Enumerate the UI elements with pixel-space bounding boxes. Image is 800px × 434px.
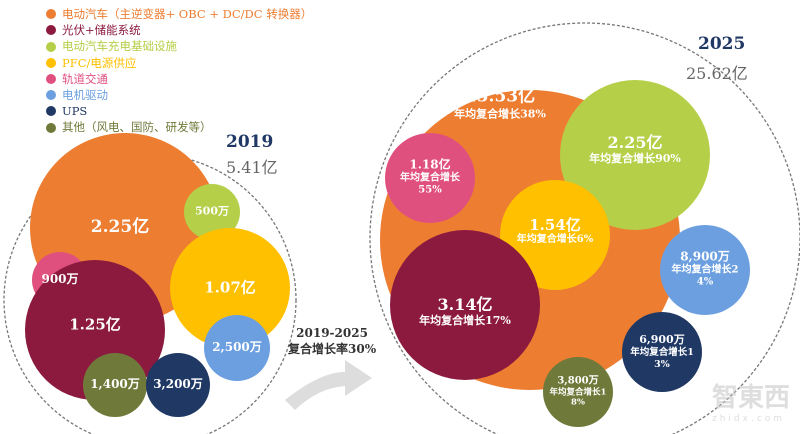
legend-item: 电动汽车充电基础设施: [46, 38, 312, 54]
growth-rate: 复合增长率30%: [288, 342, 377, 356]
bubble-value-label: 2.25亿: [607, 132, 663, 152]
legend: 电动汽车（主逆变器+ OBC + DC/DC 转换器） 光伏+储能系统 电动汽车充电…: [46, 6, 312, 136]
bubble-label: 8,900万 年均复合增长24%: [670, 249, 740, 290]
bubble: [622, 312, 702, 392]
bubble-value-label: 8,900万: [680, 249, 730, 264]
legend-dot: [46, 122, 56, 133]
legend-item: 电动汽车（主逆变器+ OBC + DC/DC 转换器）: [46, 6, 312, 22]
bubble: [543, 357, 613, 427]
legend-dot: [46, 90, 56, 101]
growth-period: 2019-2025: [296, 326, 368, 340]
bubble-value-label: 6,900万: [639, 332, 685, 346]
legend-item: UPS: [46, 103, 312, 119]
bubble-value-label: 1,400万: [90, 377, 140, 392]
bubble-value-label: 2,500万: [212, 340, 262, 355]
bubble-label: 2.25亿 年均复合增长90%: [575, 132, 695, 166]
bubble: [385, 133, 475, 223]
bubble-value-label: 500万: [195, 204, 229, 218]
legend-item: 轨道交通: [46, 71, 312, 87]
bubble-growth-label: 年均复合增长38%: [454, 106, 546, 120]
bubble-label: 2.25亿: [75, 218, 165, 238]
bubble: [170, 228, 290, 348]
year-label-2025: 2025: [698, 34, 746, 54]
bubble-value-label: 3,800万: [557, 375, 599, 387]
legend-label: UPS: [62, 104, 88, 119]
bubble-value-label: 2.25亿: [90, 217, 150, 238]
bubble-label: 3,800万 年均复合增长18%: [547, 376, 609, 409]
bubble-value-label: 1.54亿: [529, 216, 581, 235]
legend-label: PFC/电源供应: [62, 55, 137, 70]
legend-item: 其他（风电、国防、研发等）: [46, 119, 312, 135]
watermark-url: zhidx.com: [712, 414, 786, 424]
bubble: [560, 80, 710, 230]
bubble: [204, 315, 270, 381]
legend-item: PFC/电源供应: [46, 55, 312, 71]
bubble: [146, 353, 210, 417]
bubble-label: 500万: [187, 204, 237, 219]
legend-dot: [46, 73, 56, 84]
bubble-growth-label: 年均复合增长55%: [400, 172, 460, 196]
growth-arrow: [285, 360, 372, 410]
total-2019: 5.41亿: [226, 158, 278, 177]
bubble-label: 15.53亿 年均复合增长38%: [425, 87, 575, 120]
legend-label: 电动汽车充电基础设施: [62, 39, 177, 54]
bubble-label: 2,500万: [207, 340, 267, 355]
legend-dot: [46, 25, 56, 36]
bubble-growth-label: 年均复合增长6%: [516, 234, 594, 246]
bubble-label: 3.14亿 年均复合增长17%: [405, 294, 525, 328]
bubble-label: 1.18亿 年均复合增长55%: [397, 157, 463, 198]
bubble-label: 3,200万: [149, 377, 207, 392]
bubble-value-label: 900万: [41, 272, 79, 287]
bubble: [83, 353, 147, 417]
bubble: [184, 184, 240, 240]
bubble: [660, 225, 750, 315]
watermark-logo: 智東西: [712, 383, 791, 413]
bubble-value-label: 1.18亿: [409, 157, 451, 172]
bubble-label: 1.25亿: [55, 315, 135, 334]
overall-growth-label: 2019-2025 复合增长率30%: [288, 326, 376, 357]
bubble: [390, 230, 540, 380]
bubble-label: 1,400万: [86, 377, 144, 392]
legend-dot: [46, 9, 56, 20]
legend-label: 电动汽车（主逆变器+ OBC + DC/DC 转换器）: [62, 7, 313, 21]
bubble-growth-label: 年均复合增长24%: [671, 264, 739, 288]
bubble-label: 900万: [35, 272, 85, 287]
bubble-growth-label: 年均复合增长90%: [589, 152, 681, 166]
legend-dot: [46, 41, 56, 52]
bubble-label: 6,900万 年均复合增长13%: [625, 332, 699, 370]
bubble-value-label: 3.14亿: [437, 294, 493, 314]
legend-dot: [46, 57, 56, 68]
legend-label: 电机驱动: [62, 88, 108, 103]
year-label-2019: 2019: [226, 132, 274, 152]
group-outline: [369, 22, 800, 434]
bubble-value-label: 3,200万: [153, 377, 203, 392]
bubble-growth-label: 年均复合增长13%: [630, 346, 694, 370]
legend-label: 光伏+储能系统: [62, 23, 141, 38]
bubble-value-label: 1.25亿: [69, 315, 121, 334]
legend-item: 光伏+储能系统: [46, 22, 312, 38]
bubble-value-label: 15.53亿: [464, 86, 536, 107]
legend-label: 轨道交通: [62, 71, 108, 86]
bubble-value-label: 1.07亿: [204, 278, 256, 297]
bubble-label: 1.07亿: [190, 278, 270, 297]
bubble: [500, 180, 610, 290]
legend-item: 电机驱动: [46, 87, 312, 103]
legend-dot: [46, 106, 56, 117]
bubble-growth-label: 年均复合增长18%: [549, 387, 607, 408]
total-2025: 25.62亿: [686, 64, 748, 83]
legend-label: 其他（风电、国防、研发等）: [62, 120, 212, 135]
bubble-growth-label: 年均复合增长17%: [419, 314, 511, 328]
bubble-label: 1.54亿 年均复合增长6%: [507, 216, 603, 247]
